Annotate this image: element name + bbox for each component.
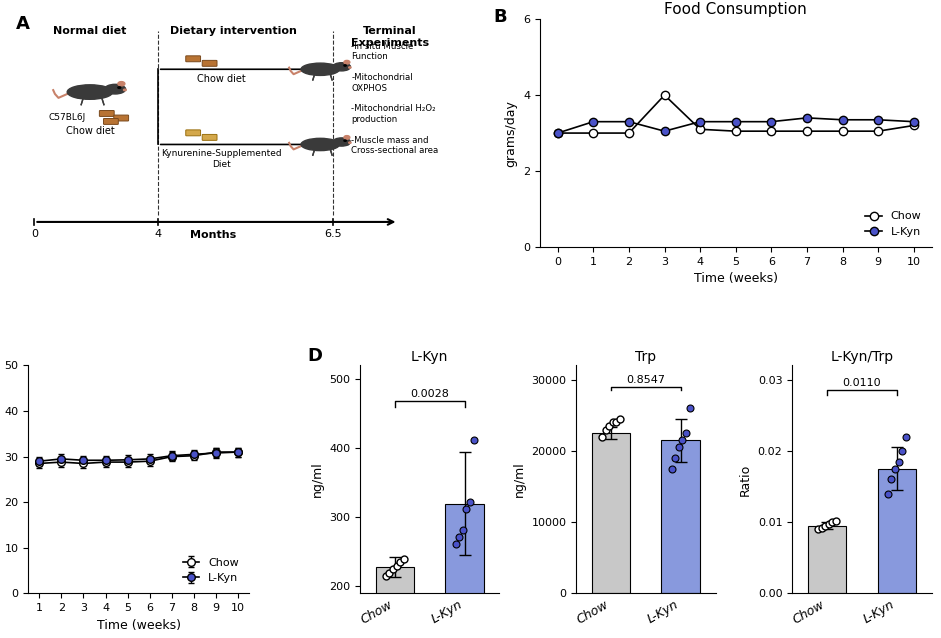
FancyBboxPatch shape <box>114 115 129 121</box>
L-Kyn <box>588 118 599 126</box>
Chow <box>659 91 670 99</box>
Ellipse shape <box>343 61 350 64</box>
Text: 0.8547: 0.8547 <box>627 375 665 385</box>
Y-axis label: ng/ml: ng/ml <box>513 461 526 497</box>
X-axis label: Time (weeks): Time (weeks) <box>97 619 181 632</box>
Y-axis label: grams/day: grams/day <box>504 100 518 167</box>
Chow <box>588 130 599 137</box>
L-Kyn <box>837 116 848 124</box>
Text: Chow diet: Chow diet <box>66 126 114 137</box>
FancyBboxPatch shape <box>100 110 114 116</box>
Text: C57BL6J: C57BL6J <box>49 112 86 122</box>
Text: 6.5: 6.5 <box>324 229 342 239</box>
Legend: Chow, L-Kyn: Chow, L-Kyn <box>861 207 926 241</box>
Chow <box>837 128 848 135</box>
L-Kyn <box>908 118 919 126</box>
Text: Normal diet: Normal diet <box>54 26 127 36</box>
Ellipse shape <box>118 82 125 86</box>
Y-axis label: Ratio: Ratio <box>739 463 752 496</box>
Chow <box>623 130 634 137</box>
Text: A: A <box>16 15 30 33</box>
Chow <box>802 128 813 135</box>
Bar <box>375 567 414 638</box>
Chow <box>694 126 706 133</box>
L-Kyn <box>552 130 564 137</box>
Chow <box>552 130 564 137</box>
X-axis label: Time (weeks): Time (weeks) <box>694 272 778 285</box>
Text: Kynurenine-Supplemented
Diet: Kynurenine-Supplemented Diet <box>161 149 282 169</box>
Text: Months: Months <box>190 230 236 240</box>
L-Kyn <box>730 118 742 126</box>
Line: L-Kyn: L-Kyn <box>553 114 918 137</box>
Chow <box>872 128 884 135</box>
Ellipse shape <box>343 136 350 139</box>
L-Kyn <box>802 114 813 122</box>
FancyBboxPatch shape <box>104 119 119 124</box>
Circle shape <box>349 67 351 68</box>
Bar <box>808 526 846 593</box>
FancyBboxPatch shape <box>202 61 217 66</box>
Line: Chow: Chow <box>553 91 918 137</box>
Legend: Chow, L-Kyn: Chow, L-Kyn <box>178 553 244 588</box>
Y-axis label: ng/ml: ng/ml <box>311 461 324 497</box>
L-Kyn <box>766 118 777 126</box>
Bar <box>592 433 630 593</box>
Ellipse shape <box>333 63 350 71</box>
Text: 0: 0 <box>31 229 38 239</box>
FancyBboxPatch shape <box>202 135 217 140</box>
L-Kyn <box>872 116 884 124</box>
Text: Chow diet: Chow diet <box>198 74 246 84</box>
Ellipse shape <box>67 85 113 100</box>
FancyBboxPatch shape <box>185 56 200 62</box>
Text: Dietary intervention: Dietary intervention <box>170 26 297 36</box>
Ellipse shape <box>301 138 340 151</box>
Title: L-Kyn/Trp: L-Kyn/Trp <box>830 350 893 364</box>
Chow <box>908 122 919 130</box>
Text: 0.0028: 0.0028 <box>410 389 449 399</box>
Title: Food Consumption: Food Consumption <box>664 1 807 17</box>
L-Kyn <box>694 118 706 126</box>
Text: B: B <box>493 8 506 26</box>
FancyBboxPatch shape <box>185 130 200 136</box>
Text: -In situ Muscle
Function

-Mitochondrial
OXPHOS

-Mitochondrial H₂O₂
production
: -In situ Muscle Function -Mitochondrial … <box>351 42 439 155</box>
Bar <box>662 440 700 593</box>
Circle shape <box>118 87 120 89</box>
Text: D: D <box>307 347 322 365</box>
Text: 0.0110: 0.0110 <box>842 378 881 388</box>
Chow <box>766 128 777 135</box>
Circle shape <box>123 89 126 91</box>
Ellipse shape <box>301 63 340 75</box>
Bar <box>878 469 916 593</box>
Bar <box>445 503 484 638</box>
Title: Trp: Trp <box>635 350 657 364</box>
L-Kyn <box>659 128 670 135</box>
Circle shape <box>343 140 346 142</box>
Circle shape <box>349 142 351 144</box>
Ellipse shape <box>333 138 350 146</box>
L-Kyn <box>623 118 634 126</box>
Ellipse shape <box>104 84 125 94</box>
Chow <box>730 128 742 135</box>
Text: 4: 4 <box>154 229 161 239</box>
Circle shape <box>343 65 346 66</box>
Text: Terminal
Experiments: Terminal Experiments <box>351 26 429 48</box>
Title: L-Kyn: L-Kyn <box>411 350 449 364</box>
